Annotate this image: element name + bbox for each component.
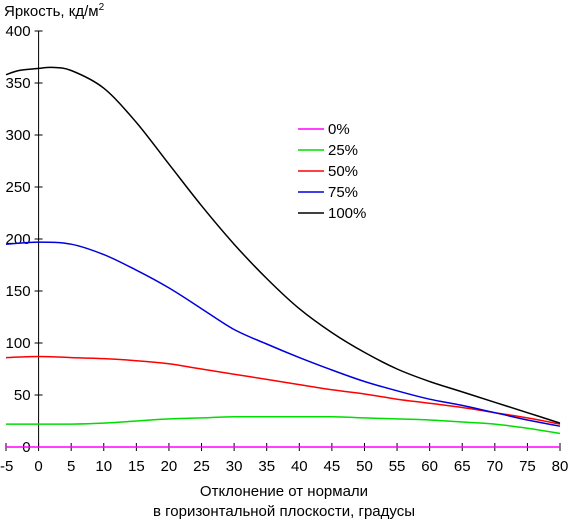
x-tick-label: 20 [161, 458, 178, 475]
x-tick-label: 75 [519, 458, 536, 475]
y-tick-label: 150 [6, 283, 31, 300]
x-tick-label: 35 [258, 458, 275, 475]
legend-label: 50% [328, 163, 358, 180]
legend: 0% 25% 50% 75% 100% [298, 121, 366, 222]
series-line-50pct [5, 355, 561, 425]
y-tick-label: 300 [6, 127, 31, 144]
series-line-25pct [6, 416, 561, 435]
x-tick-label: 25 [193, 458, 210, 475]
y-axis-label-text: Яркость, кд/м [4, 3, 99, 20]
x-tick-label: -5 [0, 458, 13, 475]
y-tick-label: 350 [6, 75, 31, 92]
x-tick-label: 0 [34, 458, 42, 475]
x-tick-label: 45 [324, 458, 341, 475]
x-tick-label: 30 [226, 458, 243, 475]
legend-label: 25% [328, 142, 358, 159]
x-tick-label: 80 [552, 458, 568, 475]
y-tick-label: 200 [6, 231, 31, 248]
x-tick-label: 40 [291, 458, 308, 475]
x-tick-label: 15 [128, 458, 145, 475]
series-line-75pct [5, 241, 561, 427]
x-tick-label: 60 [421, 458, 438, 475]
x-tick-label: 65 [454, 458, 471, 475]
x-tick-label: 10 [95, 458, 112, 475]
series-lines [5, 66, 561, 448]
x-tick-label: 55 [389, 458, 406, 475]
legend-label: 75% [328, 184, 358, 201]
series-line-100pct [5, 66, 561, 424]
x-axis-label-line-2: в горизонтальной плоскости, градусы [153, 503, 415, 520]
x-axis-label-line-1: Отклонение от нормали [200, 483, 368, 500]
y-axis-label-superscript: 2 [99, 2, 105, 13]
y-tick-label: 250 [6, 179, 31, 196]
y-axis-label: Яркость, кд/м2 [4, 2, 105, 20]
y-tick-label: 50 [14, 387, 31, 404]
y-tick-label: 100 [6, 335, 31, 352]
legend-label: 0% [328, 121, 350, 138]
y-tick-label: 400 [6, 23, 31, 40]
x-tick-label: 70 [486, 458, 503, 475]
legend-label: 100% [328, 205, 366, 222]
axes [5, 30, 561, 451]
x-tick-label: 5 [67, 458, 75, 475]
x-tick-label: 50 [356, 458, 373, 475]
